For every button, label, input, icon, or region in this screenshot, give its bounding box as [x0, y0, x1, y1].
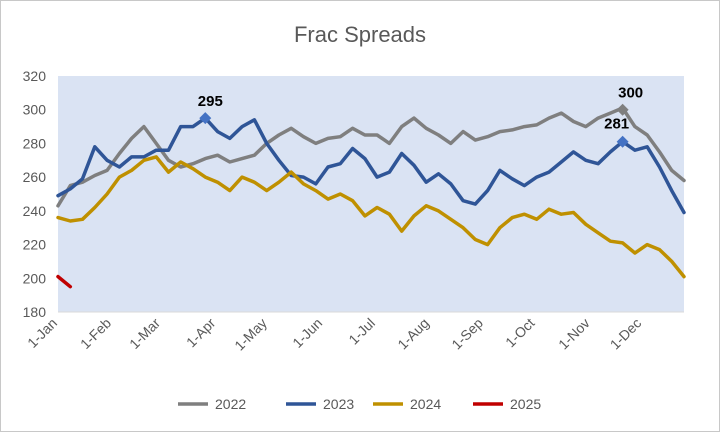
x-tick-label: 1-Jul	[345, 315, 378, 348]
x-tick-label: 1-Feb	[77, 315, 114, 352]
legend-label-2025: 2025	[510, 396, 541, 412]
legend-label-2024: 2024	[410, 396, 441, 412]
x-tick-label: 1-Jun	[289, 315, 325, 351]
series-line-2025	[56, 274, 73, 289]
x-tick-label: 1-May	[231, 315, 270, 354]
y-tick-label: 180	[23, 304, 47, 320]
annotation-label: 295	[198, 93, 223, 110]
annotation-marker	[616, 103, 629, 116]
legend-label-2023: 2023	[323, 396, 354, 412]
annotation-marker	[199, 112, 212, 125]
plot-background	[58, 76, 684, 312]
annotation-marker	[616, 135, 629, 148]
y-tick-label: 320	[23, 68, 47, 84]
annotation-label: 281	[604, 116, 629, 133]
x-tick-label: 1-Aug	[394, 315, 432, 353]
y-tick-label: 240	[23, 203, 47, 219]
x-tick-label: 1-Nov	[555, 315, 593, 353]
annotations: 300 281 295	[198, 85, 643, 148]
y-tick-label: 260	[23, 169, 47, 185]
plot-area	[58, 76, 684, 312]
legend-label-2022: 2022	[215, 396, 246, 412]
x-tick-label: 1-Oct	[502, 315, 538, 351]
y-tick-label: 300	[23, 102, 47, 118]
legend: 2022 2023 2024 2025	[178, 396, 541, 412]
series-line-2024	[56, 155, 686, 279]
series-line-2023	[56, 116, 686, 215]
x-tick-label: 1-Jan	[24, 315, 60, 351]
chart-title: Frac Spreads	[294, 22, 426, 47]
x-tick-label: 1-Dec	[607, 315, 645, 353]
x-tick-label: 1-Sep	[448, 315, 486, 353]
x-tick-label: 1-Mar	[126, 315, 163, 352]
annotation-label: 300	[618, 85, 643, 102]
y-tick-label: 280	[23, 135, 47, 151]
series-lines	[56, 106, 686, 289]
y-tick-label: 220	[23, 237, 47, 253]
x-tick-label: 1-Apr	[183, 315, 219, 351]
y-tick-label: 200	[23, 270, 47, 286]
